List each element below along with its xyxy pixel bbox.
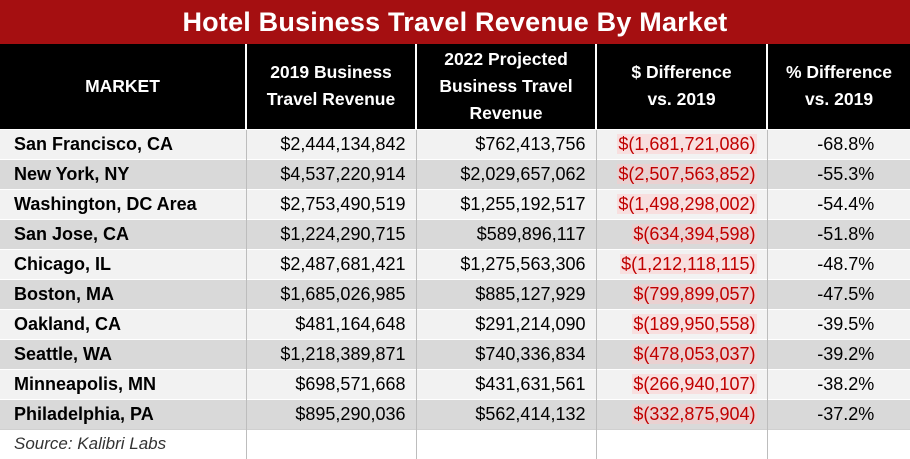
market-cell: Minneapolis, MN: [0, 368, 246, 399]
revenue-2022-cell: $291,214,090: [415, 308, 596, 339]
empty-cell: [595, 428, 767, 459]
negative-value: $(266,940,107): [632, 373, 757, 394]
revenue-2022-cell: $589,896,117: [415, 218, 596, 249]
dollar-difference-cell: $(332,875,904): [595, 398, 767, 429]
table-row: Boston, MA $1,685,026,985 $885,127,929 $(79…: [0, 278, 910, 309]
percent-difference-header: % Difference vs. 2019: [766, 44, 910, 129]
market-cell: Boston, MA: [0, 278, 246, 309]
source-note: Source: Kalibri Labs: [0, 428, 246, 459]
percent-difference-cell: -39.5%: [766, 308, 910, 339]
table-row: Philadelphia, PA $895,290,036 $562,414,132…: [0, 398, 910, 429]
header-line: vs. 2019: [804, 89, 874, 110]
revenue-2022-cell: $740,336,834: [415, 338, 596, 369]
negative-value: $(1,212,118,115): [620, 253, 757, 274]
header-line: Business Travel: [439, 75, 573, 96]
negative-value: $(799,899,057): [632, 283, 757, 304]
revenue-2022-cell: $562,414,132: [415, 398, 596, 429]
market-cell: New York, NY: [0, 158, 246, 189]
negative-value: $(332,875,904): [632, 403, 757, 424]
revenue-2019-cell: $2,487,681,421: [245, 248, 416, 279]
dollar-difference-cell: $(799,899,057): [595, 278, 767, 309]
header-line: Travel Revenue: [266, 89, 396, 110]
source-row: Source: Kalibri Labs: [0, 428, 910, 459]
revenue-2019-cell: $1,685,026,985: [245, 278, 416, 309]
revenue-2022-cell: $431,631,561: [415, 368, 596, 399]
revenue-2022-cell: $1,255,192,517: [415, 188, 596, 219]
revenue-2019-cell: $1,218,389,871: [245, 338, 416, 369]
revenue-2022-cell: $1,275,563,306: [415, 248, 596, 279]
dollar-difference-cell: $(266,940,107): [595, 368, 767, 399]
table-body: San Francisco, CA $2,444,134,842 $762,413,…: [0, 128, 910, 459]
revenue-2022-cell: $762,413,756: [415, 128, 596, 159]
market-cell: Philadelphia, PA: [0, 398, 246, 429]
negative-value: $(1,498,298,002): [617, 193, 757, 214]
empty-cell: [245, 428, 416, 459]
dollar-difference-header: $ Difference vs. 2019: [595, 44, 767, 129]
table-row: Chicago, IL $2,487,681,421 $1,275,563,306 $…: [0, 248, 910, 279]
percent-difference-cell: -48.7%: [766, 248, 910, 279]
table-row: New York, NY $4,537,220,914 $2,029,657,062…: [0, 158, 910, 189]
revenue-2019-cell: $2,444,134,842: [245, 128, 416, 159]
table-row: Seattle, WA $1,218,389,871 $740,336,834 $(4…: [0, 338, 910, 369]
revenue-2022-cell: $885,127,929: [415, 278, 596, 309]
table-row: Washington, DC Area $2,753,490,519 $1,255,…: [0, 188, 910, 219]
header-line: vs. 2019: [647, 89, 716, 110]
percent-difference-cell: -38.2%: [766, 368, 910, 399]
empty-cell: [415, 428, 596, 459]
dollar-difference-cell: $(2,507,563,852): [595, 158, 767, 189]
revenue-2022-cell: $2,029,657,062: [415, 158, 596, 189]
negative-value: $(2,507,563,852): [617, 163, 757, 184]
negative-value: $(1,681,721,086): [617, 133, 757, 154]
header-line: 2022 Projected: [444, 48, 568, 69]
header-line: Revenue: [469, 102, 543, 123]
table-title: Hotel Business Travel Revenue By Market: [0, 0, 910, 44]
negative-value: $(634,394,598): [632, 223, 757, 244]
dollar-difference-cell: $(1,212,118,115): [595, 248, 767, 279]
percent-difference-cell: -37.2%: [766, 398, 910, 429]
revenue-2022-header: 2022 Projected Business Travel Revenue: [415, 44, 596, 129]
percent-difference-cell: -51.8%: [766, 218, 910, 249]
dollar-difference-cell: $(1,498,298,002): [595, 188, 767, 219]
table-row: Minneapolis, MN $698,571,668 $431,631,561 $…: [0, 368, 910, 399]
market-cell: Seattle, WA: [0, 338, 246, 369]
dollar-difference-cell: $(478,053,037): [595, 338, 767, 369]
revenue-table: MARKET 2019 Business Travel Revenue 2022 Pr…: [0, 44, 910, 459]
revenue-2019-cell: $2,753,490,519: [245, 188, 416, 219]
revenue-2019-cell: $481,164,648: [245, 308, 416, 339]
percent-difference-cell: -47.5%: [766, 278, 910, 309]
negative-value: $(189,950,558): [632, 313, 757, 334]
header-line: $ Difference: [631, 62, 732, 83]
header-line: MARKET: [85, 75, 160, 96]
market-header: MARKET: [0, 44, 246, 129]
percent-difference-cell: -39.2%: [766, 338, 910, 369]
table-row: Oakland, CA $481,164,648 $291,214,090 $(189…: [0, 308, 910, 339]
market-cell: San Francisco, CA: [0, 128, 246, 159]
percent-difference-cell: -68.8%: [766, 128, 910, 159]
market-cell: San Jose, CA: [0, 218, 246, 249]
market-cell: Washington, DC Area: [0, 188, 246, 219]
revenue-2019-header: 2019 Business Travel Revenue: [245, 44, 416, 129]
header-line: 2019 Business: [270, 62, 392, 83]
revenue-2019-cell: $895,290,036: [245, 398, 416, 429]
dollar-difference-cell: $(634,394,598): [595, 218, 767, 249]
revenue-2019-cell: $698,571,668: [245, 368, 416, 399]
dollar-difference-cell: $(189,950,558): [595, 308, 767, 339]
market-cell: Chicago, IL: [0, 248, 246, 279]
dollar-difference-cell: $(1,681,721,086): [595, 128, 767, 159]
market-cell: Oakland, CA: [0, 308, 246, 339]
revenue-2019-cell: $1,224,290,715: [245, 218, 416, 249]
header-line: % Difference: [785, 62, 892, 83]
table-row: San Jose, CA $1,224,290,715 $589,896,117 $(…: [0, 218, 910, 249]
revenue-2019-cell: $4,537,220,914: [245, 158, 416, 189]
header-row: MARKET 2019 Business Travel Revenue 2022 Pr…: [0, 44, 910, 129]
table-row: San Francisco, CA $2,444,134,842 $762,413,…: [0, 128, 910, 159]
empty-cell: [766, 428, 910, 459]
percent-difference-cell: -55.3%: [766, 158, 910, 189]
percent-difference-cell: -54.4%: [766, 188, 910, 219]
negative-value: $(478,053,037): [632, 343, 757, 364]
